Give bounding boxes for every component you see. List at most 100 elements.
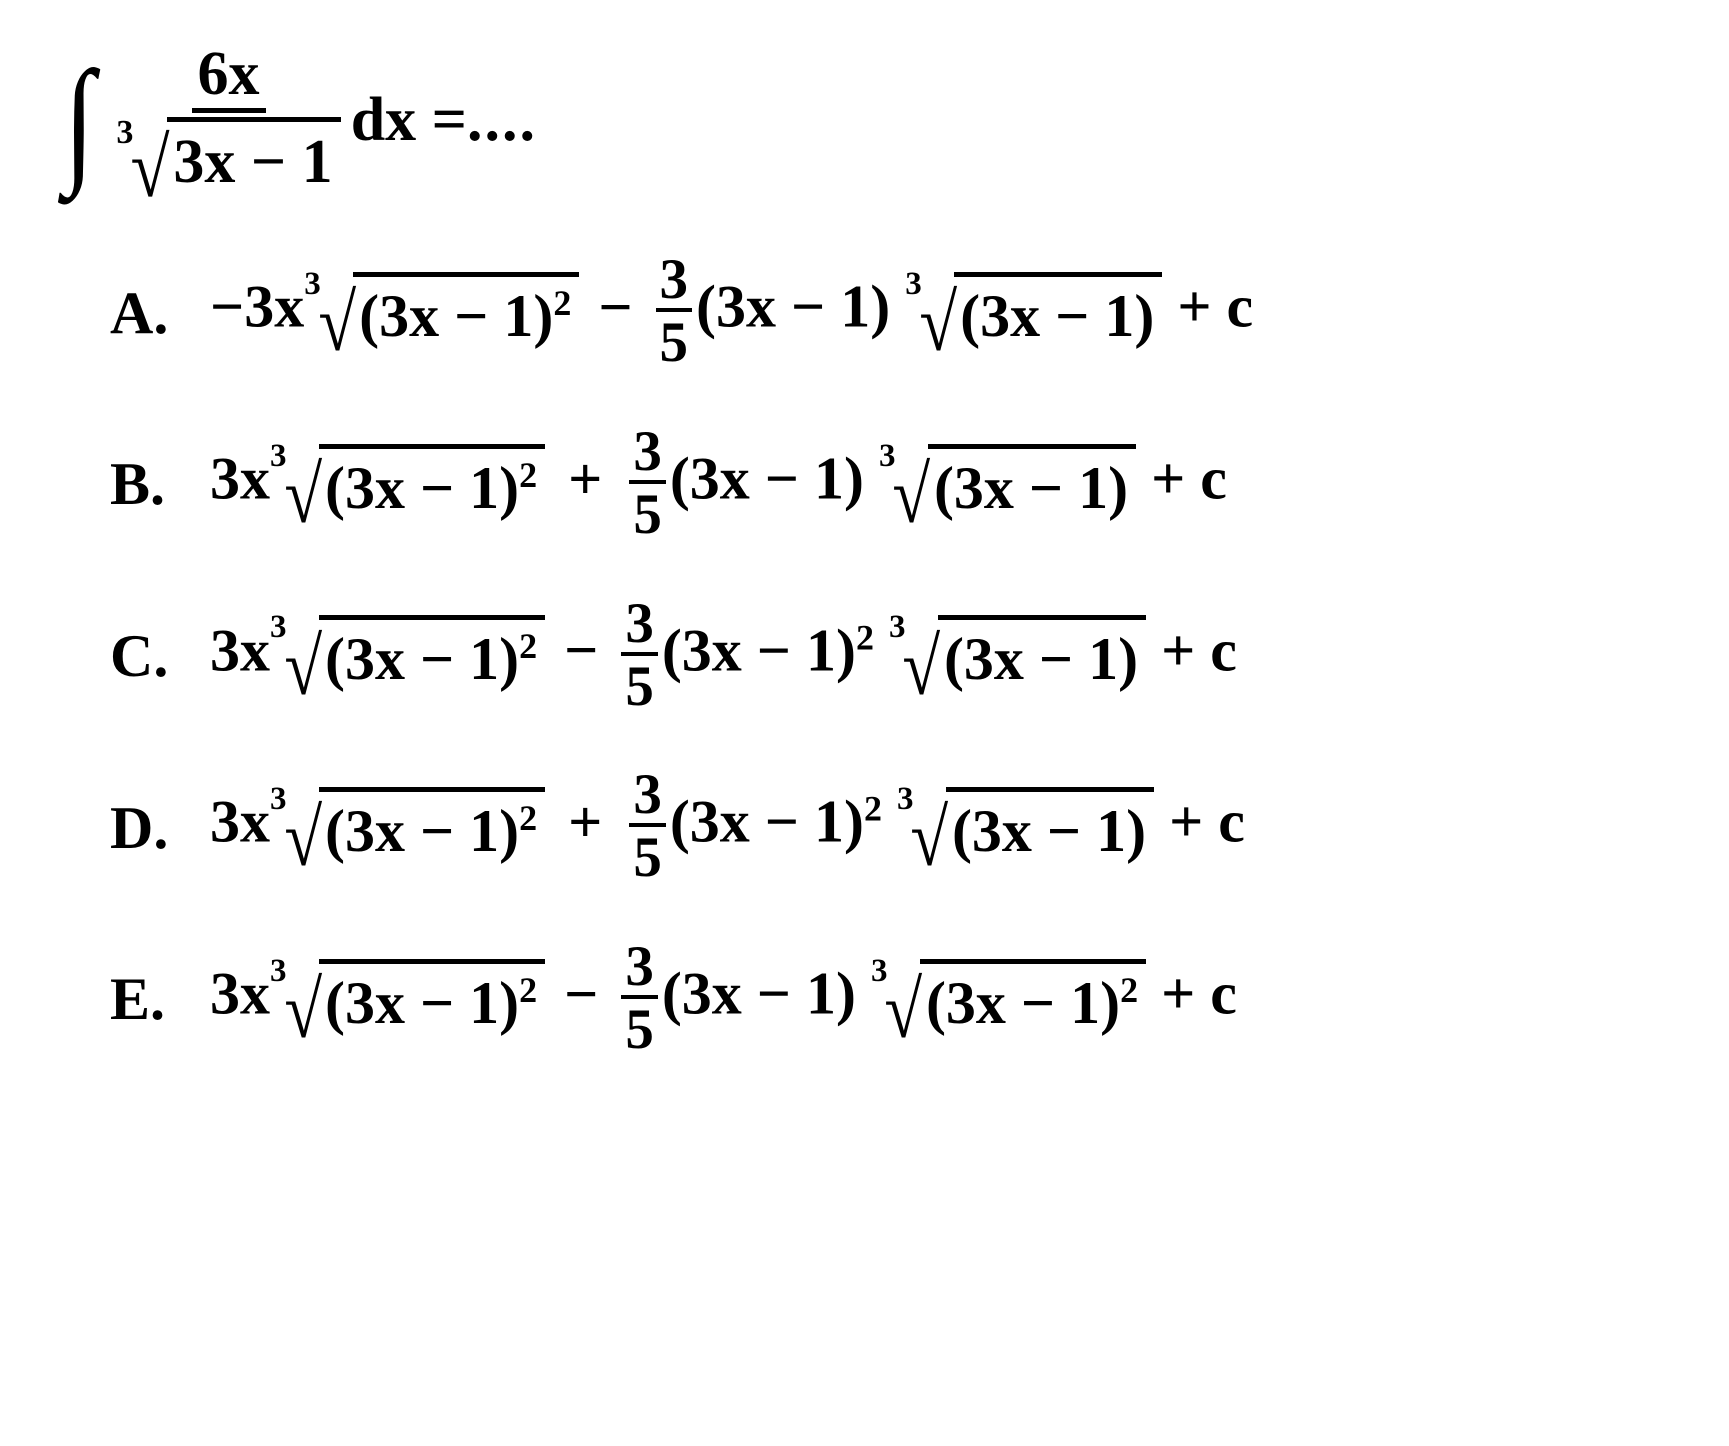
three-fifths-fraction: 35 xyxy=(629,766,666,890)
second-cuberoot: 3√(3x − 1) xyxy=(905,272,1162,354)
radical-symbol: √ xyxy=(284,980,322,1041)
second-cuberoot: 3√(3x − 1)2 xyxy=(871,959,1146,1041)
radicand-text: (3x − 1) xyxy=(325,626,519,692)
option-row: B.3x3√(3x − 1)2 + 35(3x − 1) 3√(3x − 1) … xyxy=(110,423,1679,547)
first-cuberoot: 3√(3x − 1)2 xyxy=(270,444,545,526)
option-label: B. xyxy=(110,450,210,519)
radical-symbol: √ xyxy=(893,465,931,526)
radicand: (3x − 1)2 xyxy=(319,787,545,869)
integrand-denominator: 3 √ 3x − 1 xyxy=(110,113,346,201)
radical-symbol: √ xyxy=(284,808,322,869)
option-row: A.−3x3√(3x − 1)2 − 35(3x − 1) 3√(3x − 1)… xyxy=(110,251,1679,375)
question-integral: ∫ 6x 3 √ 3x − 1 dx = .... xyxy=(60,40,1679,201)
first-cuberoot: 3√(3x − 1)2 xyxy=(304,272,579,354)
option-expression: 3x3√(3x − 1)2 + 35(3x − 1)2 3√(3x − 1) +… xyxy=(210,766,1245,890)
radicand-exponent: 2 xyxy=(1120,970,1138,1010)
radicand-text: (3x − 1) xyxy=(934,455,1128,521)
option-label: D. xyxy=(110,794,210,863)
option-expression: 3x3√(3x − 1)2 − 35(3x − 1)2 3√(3x − 1) +… xyxy=(210,595,1237,719)
radicand-text: (3x − 1) xyxy=(944,626,1138,692)
tail-text: + c xyxy=(1146,617,1237,683)
radical-symbol: √ xyxy=(131,138,170,201)
radical-symbol: √ xyxy=(885,980,923,1041)
mid-sign: + xyxy=(553,789,617,855)
root-index: 3 xyxy=(304,266,321,303)
root-index: 3 xyxy=(879,438,896,475)
tail-text: + c xyxy=(1136,446,1227,512)
tail-text: + c xyxy=(1162,274,1253,340)
coef-text: 3x xyxy=(244,274,304,340)
fraction-denominator: 5 xyxy=(629,484,666,547)
dx-equals: dx = xyxy=(351,85,467,156)
option-expression: −3x3√(3x − 1)2 − 35(3x − 1) 3√(3x − 1) +… xyxy=(210,251,1253,375)
root-index: 3 xyxy=(871,953,888,990)
fraction-denominator: 5 xyxy=(621,656,658,719)
radicand-exponent: 2 xyxy=(519,970,537,1010)
root-index: 3 xyxy=(270,953,287,990)
radical-symbol: √ xyxy=(284,465,322,526)
mid-factor: (3x − 1) xyxy=(662,961,856,1027)
fraction-denominator: 5 xyxy=(629,827,666,890)
radicand-text: (3x − 1) xyxy=(325,455,519,521)
option-label: A. xyxy=(110,279,210,348)
mid-factor: (3x − 1) xyxy=(696,274,890,340)
root-index: 3 xyxy=(116,111,133,155)
integrand-numerator: 6x xyxy=(192,40,266,113)
radicand-exponent: 2 xyxy=(519,455,537,495)
radicand-text: (3x − 1) xyxy=(325,798,519,864)
radicand-text: (3x − 1) xyxy=(960,283,1154,349)
three-fifths-fraction: 35 xyxy=(656,251,693,375)
radical-symbol: √ xyxy=(318,293,356,354)
radicand: (3x − 1) xyxy=(946,787,1154,869)
second-cuberoot: 3√(3x − 1) xyxy=(879,444,1136,526)
integrand-fraction: 6x 3 √ 3x − 1 xyxy=(110,40,346,201)
mid-factor: (3x − 1) xyxy=(662,617,856,683)
root-index: 3 xyxy=(889,609,906,646)
fraction-denominator: 5 xyxy=(656,312,693,375)
option-expression: 3x3√(3x − 1)2 − 35(3x − 1) 3√(3x − 1)2 +… xyxy=(210,938,1237,1062)
three-fifths-fraction: 35 xyxy=(621,595,658,719)
first-cuberoot: 3√(3x − 1)2 xyxy=(270,959,545,1041)
mid-factor: (3x − 1) xyxy=(670,446,864,512)
coef-text: 3x xyxy=(210,617,270,683)
fraction-denominator: 5 xyxy=(621,999,658,1062)
mid-factor-exponent: 2 xyxy=(856,617,874,657)
radicand-text: (3x − 1) xyxy=(952,798,1146,864)
second-cuberoot: 3√(3x − 1) xyxy=(889,615,1146,697)
option-label: C. xyxy=(110,622,210,691)
radical-symbol: √ xyxy=(903,637,941,698)
three-fifths-fraction: 35 xyxy=(621,938,658,1062)
radicand: (3x − 1) xyxy=(938,615,1146,697)
coef-text: 3x xyxy=(210,961,270,1027)
radicand-text: (3x − 1) xyxy=(926,970,1120,1036)
option-expression: 3x3√(3x − 1)2 + 35(3x − 1) 3√(3x − 1) + … xyxy=(210,423,1227,547)
radicand: (3x − 1)2 xyxy=(319,444,545,526)
radicand-text: (3x − 1) xyxy=(359,283,553,349)
options-list: A.−3x3√(3x − 1)2 − 35(3x − 1) 3√(3x − 1)… xyxy=(110,251,1679,1061)
radical-symbol: √ xyxy=(919,293,957,354)
coef-text: 3x xyxy=(210,446,270,512)
radicand: (3x − 1)2 xyxy=(920,959,1146,1041)
lead-sign: − xyxy=(210,274,244,340)
option-row: E.3x3√(3x − 1)2 − 35(3x − 1) 3√(3x − 1)2… xyxy=(110,938,1679,1062)
radicand-exponent: 2 xyxy=(519,798,537,838)
mid-sign: + xyxy=(553,446,617,512)
numerator-text: 6x xyxy=(198,40,260,108)
fraction-numerator: 3 xyxy=(629,766,666,827)
integral-symbol: ∫ xyxy=(64,65,95,177)
mid-sign: − xyxy=(549,961,613,1027)
fraction-numerator: 3 xyxy=(656,251,693,312)
root-index: 3 xyxy=(897,781,914,818)
tail-text: + c xyxy=(1146,961,1237,1027)
radicand-exponent: 2 xyxy=(553,283,571,323)
second-cuberoot: 3√(3x − 1) xyxy=(897,787,1154,869)
answer-dots: .... xyxy=(467,85,537,156)
first-cuberoot: 3√(3x − 1)2 xyxy=(270,615,545,697)
fraction-numerator: 3 xyxy=(621,595,658,656)
radicand: (3x − 1)2 xyxy=(353,272,579,354)
option-label: E. xyxy=(110,965,210,1034)
radical-symbol: √ xyxy=(284,637,322,698)
root-index: 3 xyxy=(905,266,922,303)
mid-sign: − xyxy=(583,274,647,340)
mid-factor-exponent: 2 xyxy=(864,789,882,829)
